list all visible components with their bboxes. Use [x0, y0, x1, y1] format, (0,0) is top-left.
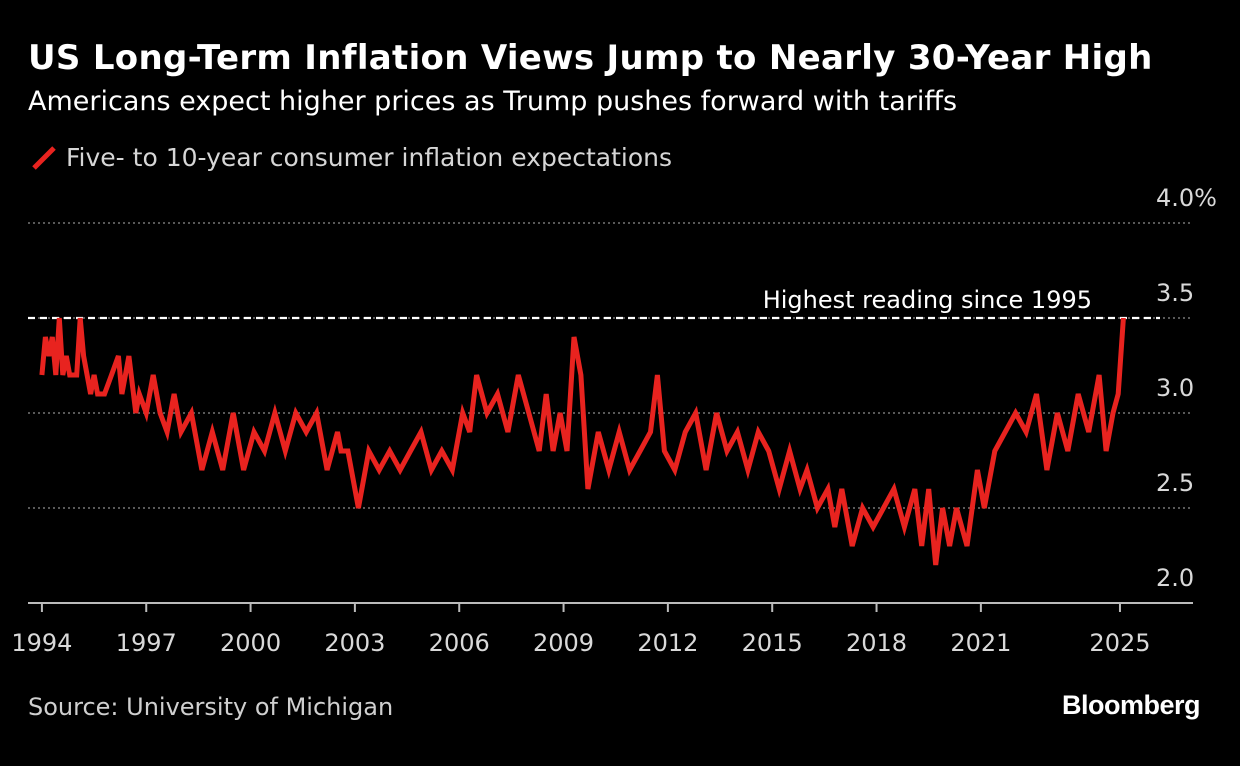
y-tick-label: 2.0	[1156, 564, 1194, 592]
x-tick-label: 2003	[324, 629, 385, 657]
y-axis-labels: 2.0 2.5 3.0 3.5 4.0%	[1156, 184, 1217, 592]
chart-subtitle: Americans expect higher prices as Trump …	[28, 86, 958, 117]
x-tick-label: 2012	[637, 629, 698, 657]
bloomberg-logo: Bloomberg	[1061, 690, 1201, 720]
series-line-0	[39, 317, 1126, 566]
x-axis: 1994 1997 2000 2003 2006 2009 2012 2015 2018 2021…	[11, 602, 1193, 657]
y-tick-label: 2.5	[1156, 469, 1194, 497]
reference-line-group: Highest reading since 1995	[28, 286, 1160, 320]
x-tick-label: 2015	[742, 629, 803, 657]
x-tick-label: 2018	[846, 629, 907, 657]
x-tick-label: 2009	[533, 629, 594, 657]
legend-swatch-icon	[32, 146, 56, 170]
x-tick-label: 2021	[950, 629, 1011, 657]
gridlines	[28, 222, 1193, 509]
source-note: Source: University of Michigan	[28, 693, 394, 721]
y-tick-label: 3.0	[1156, 374, 1194, 402]
x-tick-label: 2025	[1089, 629, 1150, 657]
x-tick-label: 2000	[220, 629, 281, 657]
series-layer	[39, 317, 1126, 566]
reference-line-label: Highest reading since 1995	[763, 286, 1092, 314]
y-tick-label: 3.5	[1156, 279, 1194, 307]
x-tick-label: 1994	[11, 629, 72, 657]
x-tick-label: 2006	[429, 629, 490, 657]
x-tick-label: 1997	[116, 629, 177, 657]
chart-title: US Long-Term Inflation Views Jump to Nea…	[28, 38, 1153, 78]
y-tick-label: 4.0%	[1156, 184, 1217, 212]
legend: Five- to 10-year consumer inflation expe…	[28, 142, 672, 172]
legend-label: Five- to 10-year consumer inflation expe…	[66, 142, 672, 172]
